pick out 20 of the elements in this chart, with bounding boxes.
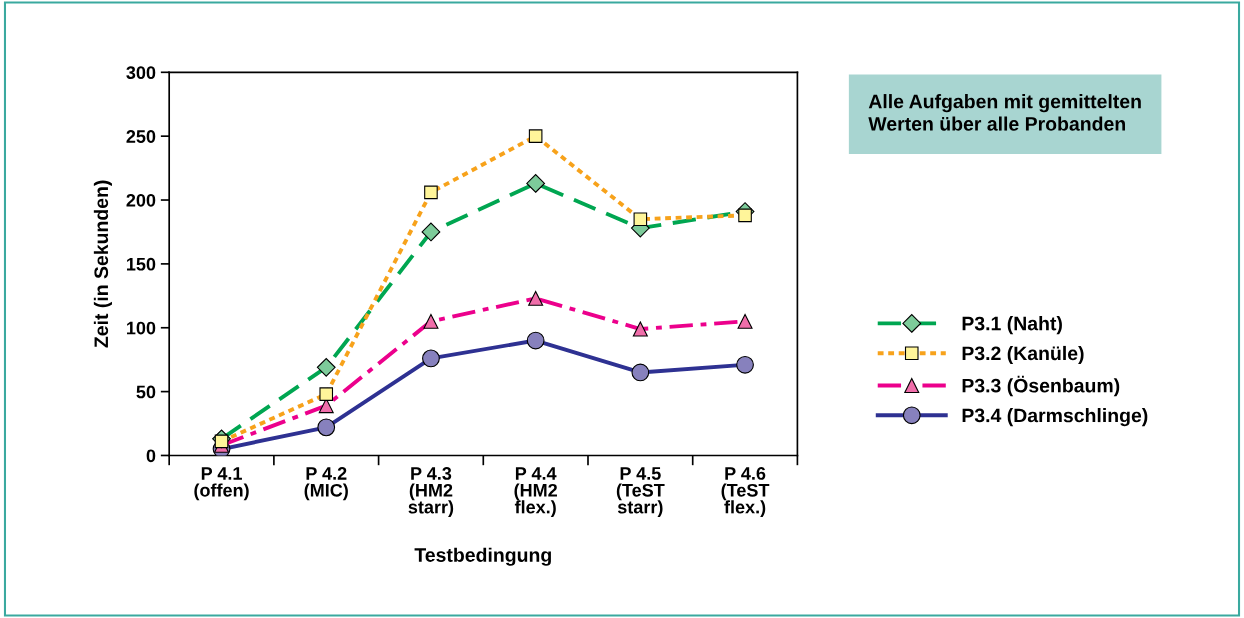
y-tick-label: 0	[146, 449, 156, 463]
x-axis-title: Testbedingung	[414, 547, 551, 566]
text: Alle Aufgaben mit gemittelten Werten über alle Probanden	[868, 94, 1141, 131]
legend-label: P3.2 (Kanüle)	[962, 345, 1084, 365]
x-tick-label: P 4.4 (HM2 flex.)	[514, 467, 557, 518]
y-tick-label: 300	[126, 66, 156, 80]
y-tick-label: 50	[136, 385, 156, 399]
y-tick-label: 250	[126, 130, 156, 143]
y-tick-label: 200	[126, 193, 156, 207]
y-tick-label: 100	[127, 321, 156, 335]
y-axis-title: Zeit (in Sekunden)	[93, 180, 112, 348]
x-tick-label: P 4.3 (HM2 starr)	[408, 467, 454, 518]
x-tick-label: P 4.6 (TeST flex.)	[721, 467, 770, 518]
x-tick-label: P 4.1 (offen)	[194, 467, 249, 501]
y-tick-label: 150	[127, 257, 156, 271]
legend-label: P3.4 (Darmschlinge)	[962, 408, 1148, 427]
legend-label: P3.3 (Ösenbaum)	[962, 375, 1120, 397]
x-tick-label: P 4.5 (TeST starr)	[616, 467, 665, 518]
x-tick-label: P 4.2 (MIC)	[304, 467, 348, 501]
legend-label: P3.1 (Naht)	[962, 316, 1062, 335]
